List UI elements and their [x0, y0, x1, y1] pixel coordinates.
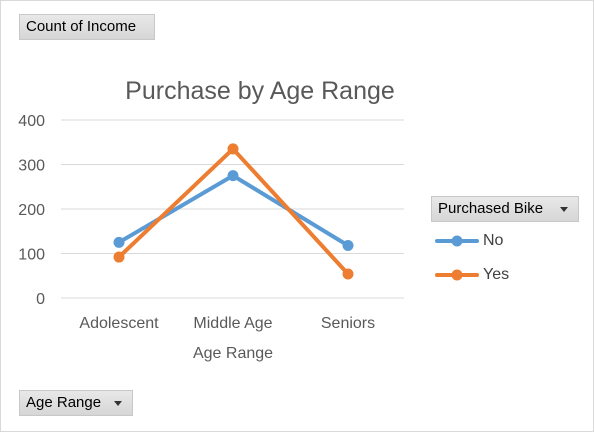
legend-field-label: Purchased Bike	[438, 200, 544, 217]
y-tick-label: 0	[36, 291, 45, 308]
chart-title: Purchase by Age Range	[125, 77, 395, 105]
y-axis-ticks: 0 100 200 300 400	[18, 113, 45, 308]
x-tick-label: Middle Age	[193, 315, 272, 332]
data-point-no[interactable]	[227, 170, 239, 182]
values-field-label: Count of Income	[26, 18, 137, 35]
x-tick-label: Adolescent	[79, 315, 159, 332]
data-point-no[interactable]	[342, 239, 354, 251]
x-axis-title: Age Range	[193, 345, 273, 362]
x-tick-label: Seniors	[321, 315, 375, 332]
y-tick-label: 100	[18, 247, 45, 264]
data-point-yes[interactable]	[342, 268, 354, 280]
y-tick-label: 400	[18, 113, 45, 130]
values-field-button[interactable]: Count of Income	[19, 14, 155, 40]
data-point-no[interactable]	[113, 236, 125, 248]
legend-marker-yes-icon	[435, 269, 479, 281]
y-tick-label: 200	[18, 202, 45, 219]
series-line-yes	[117, 146, 350, 276]
axis-field-button[interactable]: Age Range	[19, 390, 133, 416]
axis-dropdown-arrow-icon[interactable]	[114, 401, 122, 406]
y-tick-label: 300	[18, 158, 45, 175]
legend-marker-no-icon	[435, 235, 479, 247]
legend-field-button[interactable]: Purchased Bike	[431, 196, 579, 222]
legend-dropdown-arrow-icon[interactable]	[560, 207, 568, 212]
legend-label-no: No	[483, 232, 504, 249]
data-point-yes[interactable]	[227, 143, 239, 155]
legend-label-yes: Yes	[483, 266, 510, 283]
data-point-yes[interactable]	[113, 251, 125, 263]
series-lines	[113, 143, 354, 280]
x-axis-ticks: Adolescent Middle Age Seniors	[79, 315, 375, 332]
axis-field-label: Age Range	[26, 394, 102, 411]
